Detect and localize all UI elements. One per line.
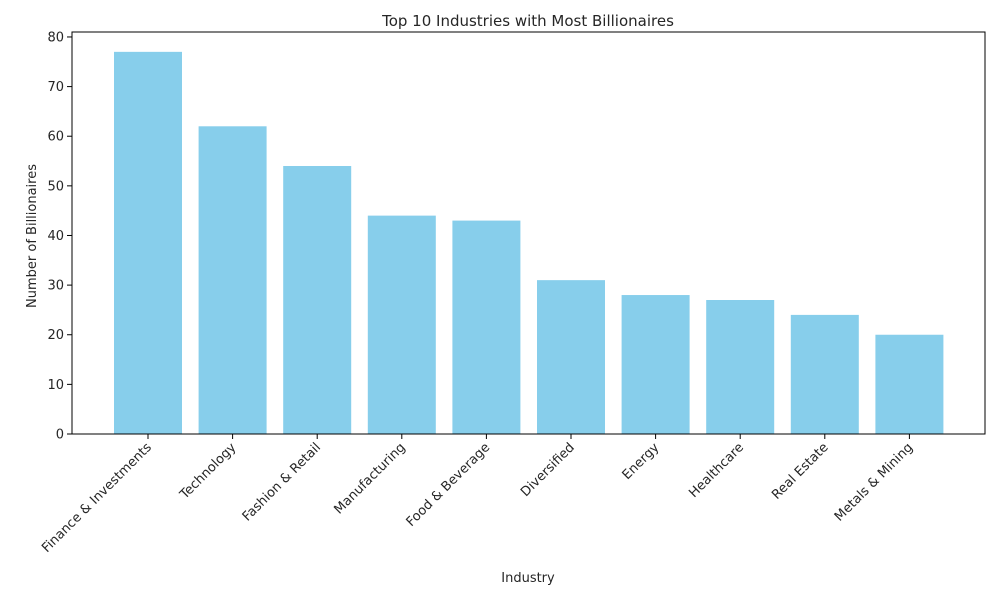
bar [367,215,436,434]
y-axis-ticks: 0 10 20 30 40 50 60 70 80 [47,30,72,443]
y-tick-label: 0 [56,428,64,443]
x-tick-label: Healthcare [686,440,747,501]
bar [790,314,859,434]
y-tick-label: 60 [47,130,64,145]
bar [875,334,944,434]
x-tick-label: Finance & Investments [39,440,155,556]
y-tick-label: 10 [47,378,64,393]
bar [706,300,775,434]
y-axis-label: Number of Billionaires [25,164,40,308]
x-tick-label: Technology [177,440,240,503]
x-tick-label: Fashion & Retail [240,440,324,524]
plot-frame [71,31,986,435]
x-tick-label: Diversified [518,440,578,500]
bar [114,51,182,434]
bar [198,126,267,434]
x-axis-label: Industry [501,571,555,586]
bar [283,166,352,434]
bar [452,220,521,434]
y-tick-label: 30 [47,279,64,294]
x-tick-label: Manufacturing [331,440,408,517]
x-tick-label: Energy [620,440,663,483]
y-tick-label: 70 [47,80,64,95]
x-tick-label: Food & Beverage [404,440,494,530]
bars-group [114,51,944,434]
x-tick-label: Real Estate [769,440,831,502]
bar [537,280,605,434]
y-tick-label: 50 [47,179,64,194]
x-axis-ticks: Finance & Investments Technology Fashion &… [39,434,916,556]
y-tick-label: 20 [47,328,64,343]
y-tick-label: 40 [47,229,64,244]
x-tick-label: Metals & Mining [832,440,916,524]
y-tick-label: 80 [47,30,64,45]
chart-title: Top 10 Industries with Most Billionaires [381,12,674,30]
bar [621,295,690,434]
